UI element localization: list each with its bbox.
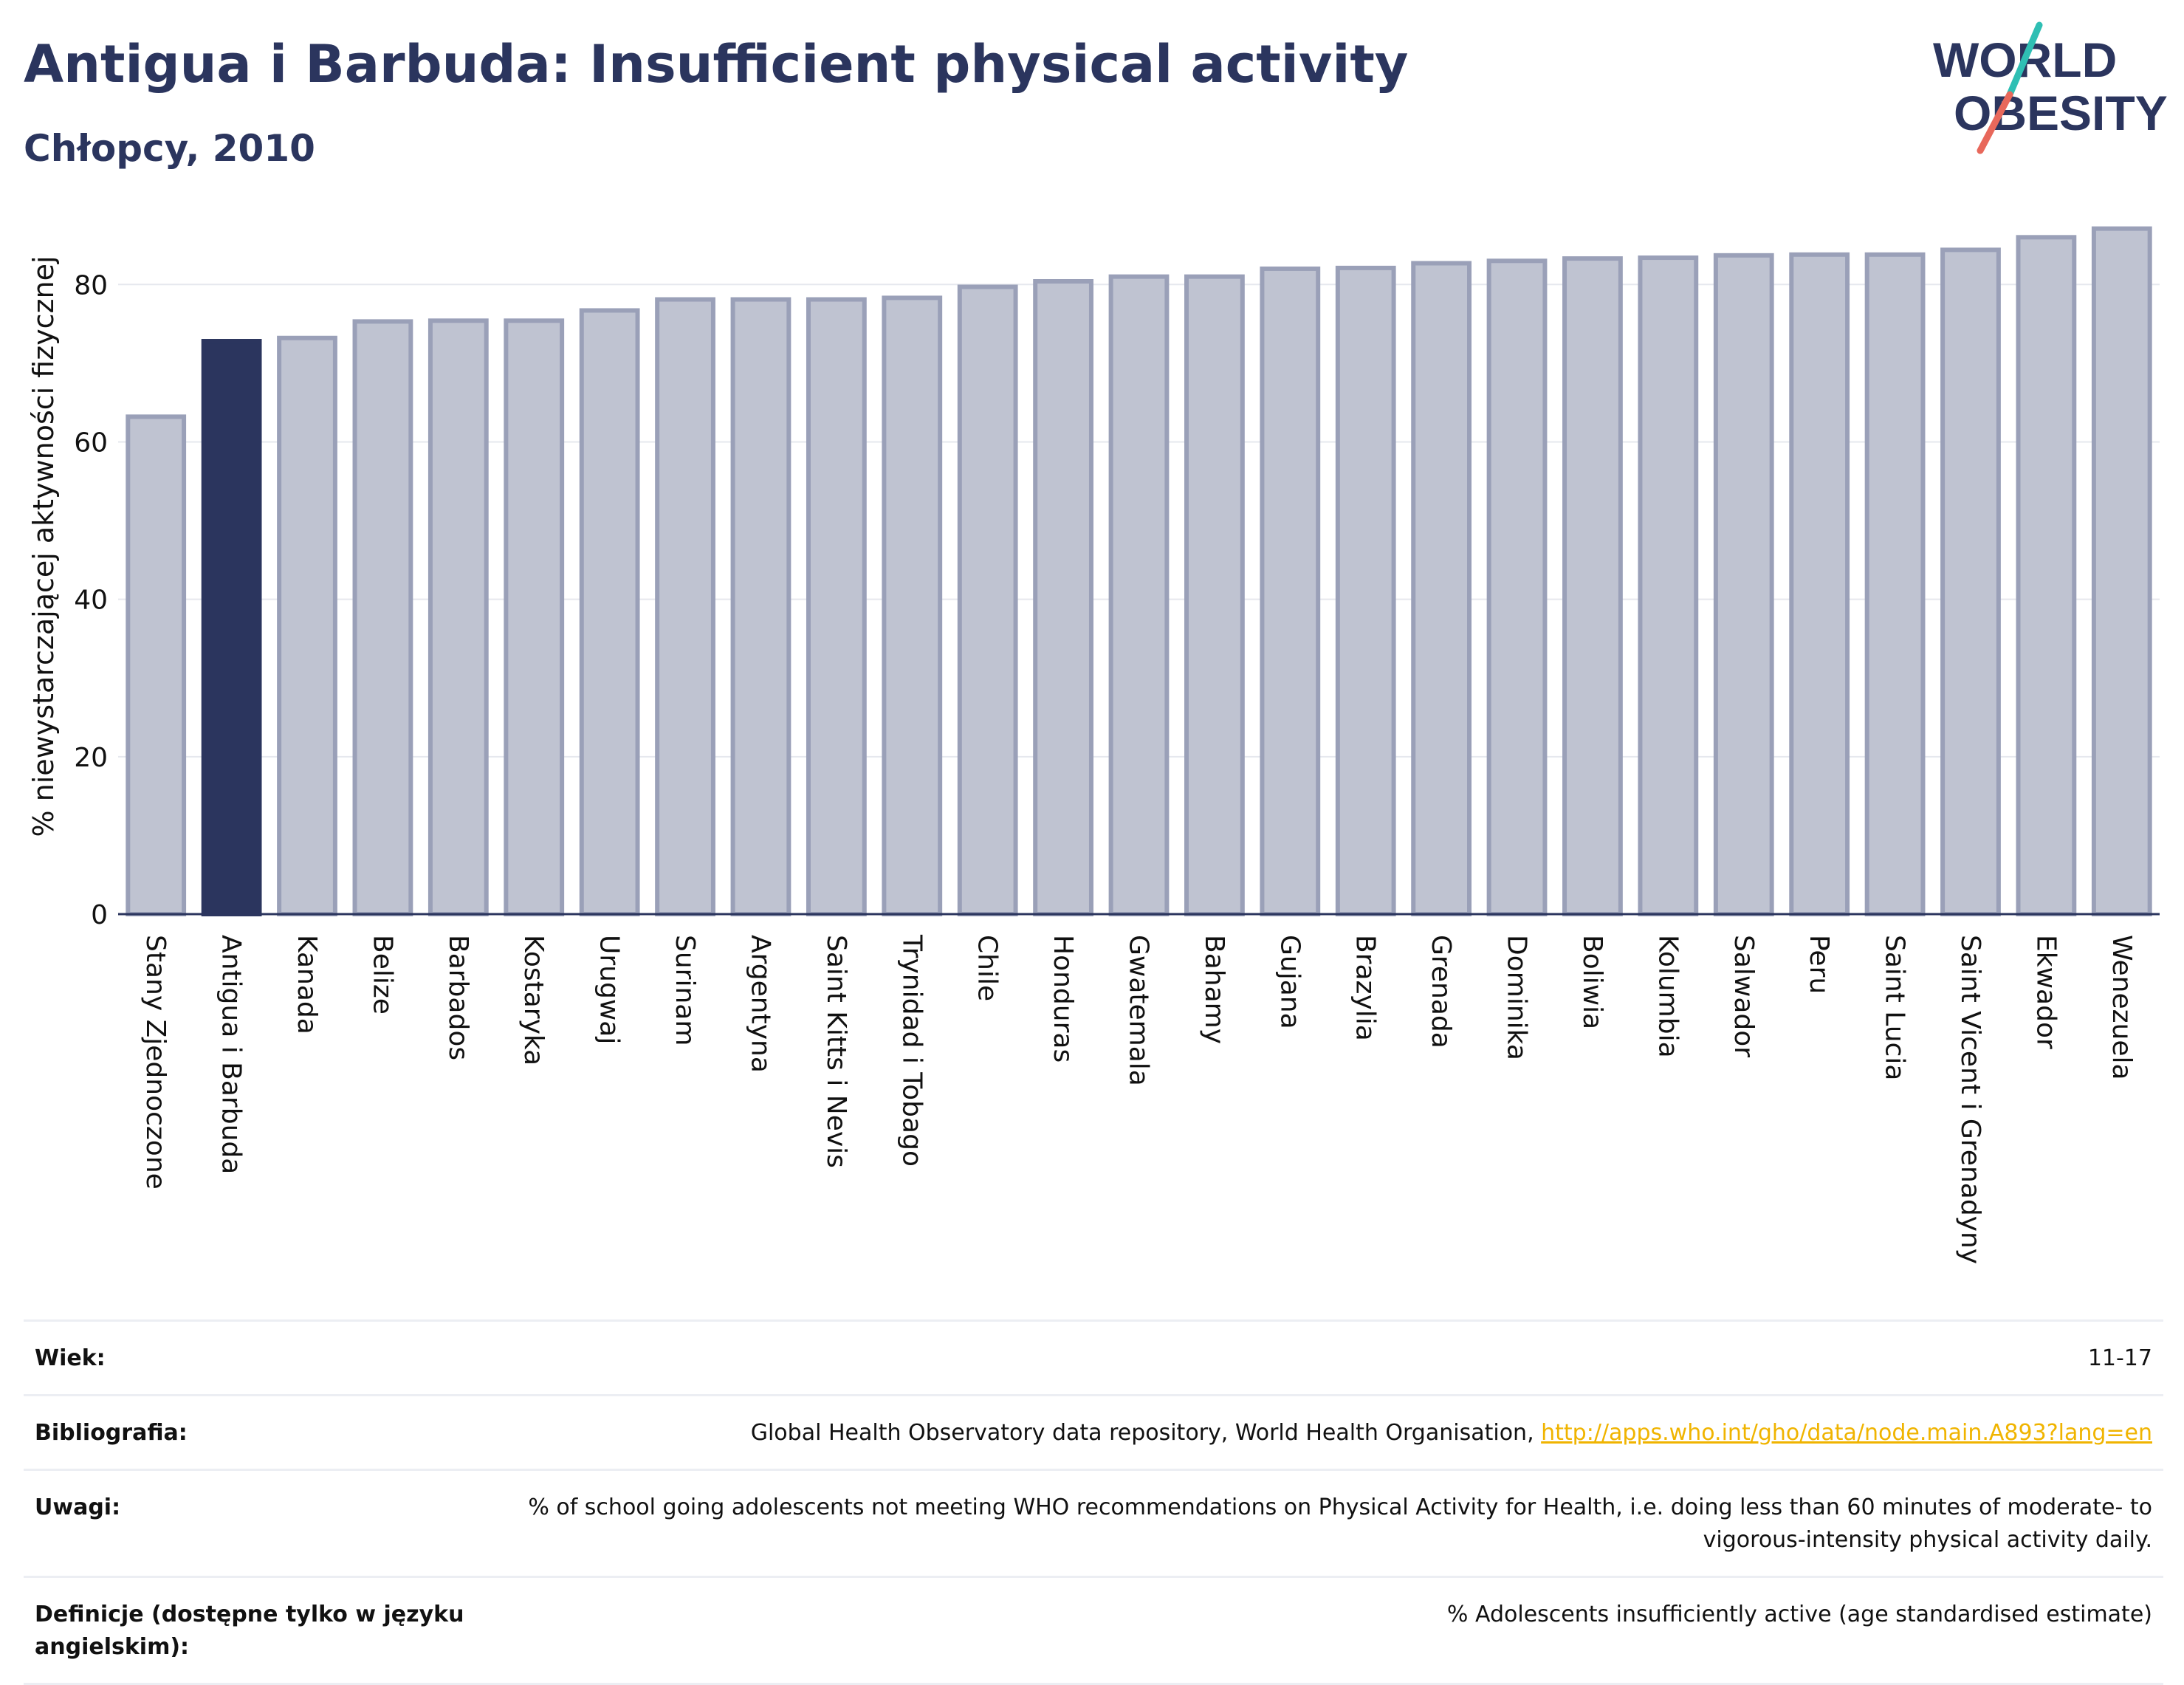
bar[interactable] xyxy=(655,297,715,916)
x-tick-label: Peru xyxy=(1804,935,1834,994)
x-tick-label: Trynidad i Tobago xyxy=(896,934,927,1167)
bar[interactable] xyxy=(1411,261,1472,917)
bar[interactable] xyxy=(352,319,413,916)
bar[interactable] xyxy=(2016,235,2077,916)
bar-chart: 0 20 40 60 80 Stany Zjednoczone Antigua i Barb… xyxy=(27,226,2160,1264)
bar[interactable] xyxy=(1562,256,1623,916)
info-table: Wiek: 11-17 Bibliografia: Global Health … xyxy=(24,1319,2163,1685)
bars-layer xyxy=(126,226,2152,917)
x-tick-label: Kanada xyxy=(292,935,322,1034)
info-row-bibliography: Bibliografia: Global Health Observatory … xyxy=(24,1394,2163,1469)
bar[interactable] xyxy=(1713,253,1774,916)
y-tick-label: 60 xyxy=(74,428,108,458)
x-tick-label: Saint Lucia xyxy=(1880,935,1910,1080)
x-tick-label: Bahamy xyxy=(1199,935,1229,1044)
bar[interactable] xyxy=(427,318,489,916)
x-tick-label: Gujana xyxy=(1274,935,1305,1029)
x-tick-label: Gwatemala xyxy=(1124,935,1154,1086)
info-label: Definicje (dostępne tylko w języku angie… xyxy=(35,1602,464,1660)
x-tick-label: Kostaryka xyxy=(518,935,549,1065)
y-tick-label: 20 xyxy=(74,743,108,773)
bar[interactable] xyxy=(1789,252,1850,916)
bar[interactable] xyxy=(277,335,337,917)
info-value-wrapper: Global Health Observatory data repositor… xyxy=(507,1417,2152,1449)
bar[interactable] xyxy=(579,308,640,916)
bar[interactable] xyxy=(1864,252,1926,916)
info-label: Uwagi: xyxy=(35,1494,121,1520)
bar[interactable] xyxy=(1260,266,1321,917)
axis-layer: 0 20 40 60 80 Stany Zjednoczone Antigua i Barb… xyxy=(74,270,2160,1264)
x-tick-label: Barbados xyxy=(443,935,473,1060)
bar[interactable] xyxy=(806,297,867,916)
bar[interactable] xyxy=(126,414,187,916)
x-tick-label: Urugwaj xyxy=(594,935,625,1044)
logo-slash-bottom xyxy=(1977,91,2013,154)
x-tick-label: Wenezuela xyxy=(2106,935,2137,1080)
x-tick-label: Belize xyxy=(367,935,397,1015)
bar[interactable] xyxy=(1033,279,1093,916)
x-tick-label: Argentyna xyxy=(745,935,775,1073)
y-axis-label: % niewystarczającej aktywności fizycznej xyxy=(27,255,60,837)
bar[interactable] xyxy=(882,295,943,916)
bar[interactable] xyxy=(957,284,1018,916)
bar[interactable] xyxy=(730,297,791,916)
bar[interactable] xyxy=(1335,265,1396,917)
x-tick-label: Antigua i Barbuda xyxy=(216,935,247,1174)
logo-slash-top xyxy=(2006,21,2043,98)
bar-highlighted[interactable] xyxy=(201,339,262,916)
info-value: % Adolescents insufficiently active (age… xyxy=(1446,1602,2152,1627)
bar[interactable] xyxy=(1940,247,2001,916)
chart-subtitle: Chłopcy, 2010 xyxy=(24,127,315,170)
x-tick-label: Grenada xyxy=(1426,935,1456,1049)
x-tick-label: Honduras xyxy=(1048,935,1078,1063)
chart-title: Antigua i Barbuda: Insufficient physical… xyxy=(24,34,1409,95)
x-tick-label: Dominika xyxy=(1502,935,1532,1060)
bar[interactable] xyxy=(1638,255,1699,917)
y-tick-label: 0 xyxy=(91,900,108,930)
world-obesity-logo: WORLD OBESITY xyxy=(1933,21,2168,154)
bar[interactable] xyxy=(504,318,565,916)
info-value: Global Health Observatory data repositor… xyxy=(750,1420,1542,1446)
bar[interactable] xyxy=(2091,226,2152,916)
info-row-age: Wiek: 11-17 xyxy=(24,1319,2163,1394)
bar[interactable] xyxy=(1184,274,1245,916)
x-tick-label: Kolumbia xyxy=(1652,935,1683,1058)
bar[interactable] xyxy=(1486,258,1548,916)
x-tick-label: Saint Vicent i Grenadyny xyxy=(1955,935,1985,1264)
y-tick-label: 80 xyxy=(74,270,108,301)
x-tick-label: Ekwador xyxy=(2030,935,2061,1049)
y-tick-label: 40 xyxy=(74,586,108,616)
info-label: Wiek: xyxy=(35,1345,106,1371)
info-row-notes: Uwagi: % of school going adolescents not… xyxy=(24,1469,2163,1576)
x-tick-label: Chile xyxy=(972,935,1003,1001)
bar[interactable] xyxy=(1108,274,1170,916)
x-tick-label: Surinam xyxy=(670,935,700,1046)
x-tick-label: Salwador xyxy=(1728,935,1759,1057)
x-tick-label: Brazylia xyxy=(1350,935,1381,1041)
x-tick-label: Saint Kitts i Nevis xyxy=(821,935,851,1168)
info-value: % of school going adolescents not meetin… xyxy=(528,1494,2152,1553)
info-label: Bibliografia: xyxy=(35,1420,188,1446)
source-link[interactable]: http://apps.who.int/gho/data/node.main.A… xyxy=(1541,1420,2152,1446)
info-value: 11-17 xyxy=(2087,1345,2152,1371)
x-tick-label: Stany Zjednoczone xyxy=(140,935,171,1190)
x-tick-label: Boliwia xyxy=(1577,935,1607,1029)
info-row-definitions: Definicje (dostępne tylko w języku angie… xyxy=(24,1576,2163,1685)
